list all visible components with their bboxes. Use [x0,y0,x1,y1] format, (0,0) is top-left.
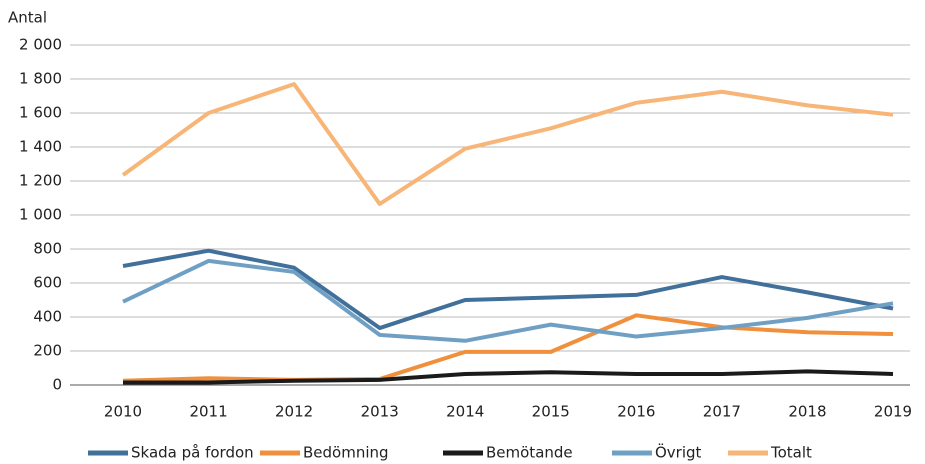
x-tick-label: 2019 [874,403,912,421]
series-line [121,82,894,206]
x-tick-label: 2011 [189,403,227,421]
y-tick-label: 1 600 [19,104,62,122]
y-tick-label: 1 200 [19,172,62,190]
y-tick-label: 1 000 [19,206,62,224]
y-tick-label: 400 [33,308,62,326]
y-tick-label: 0 [52,376,62,394]
x-tick-label: 2013 [361,403,399,421]
series-line [122,248,894,331]
series-line [122,313,894,383]
x-tick-label: 2017 [703,403,741,421]
series-line [123,369,894,385]
x-tick-label: 2015 [532,403,570,421]
y-tick-label: 600 [33,274,62,292]
y-tick-label: 1 400 [19,138,62,156]
x-tick-label: 2010 [104,403,142,421]
y-axis-label: Antal [8,9,47,27]
y-tick-label: 800 [33,240,62,258]
y-tick-label: 200 [33,342,62,360]
x-tick-label: 2014 [446,403,484,421]
legend-label: Bedömning [303,444,389,462]
legend-label: Övrigt [655,443,702,462]
x-tick-label: 2018 [788,403,826,421]
y-tick-label: 2 000 [19,36,62,54]
x-tick-label: 2016 [617,403,655,421]
y-tick-label: 1 800 [19,70,62,88]
series-line [122,258,894,343]
legend-label: Skada på fordon [131,444,254,462]
legend-label: Bemötande [486,444,573,462]
legend-label: Totalt [770,444,812,462]
x-tick-label: 2012 [275,403,313,421]
